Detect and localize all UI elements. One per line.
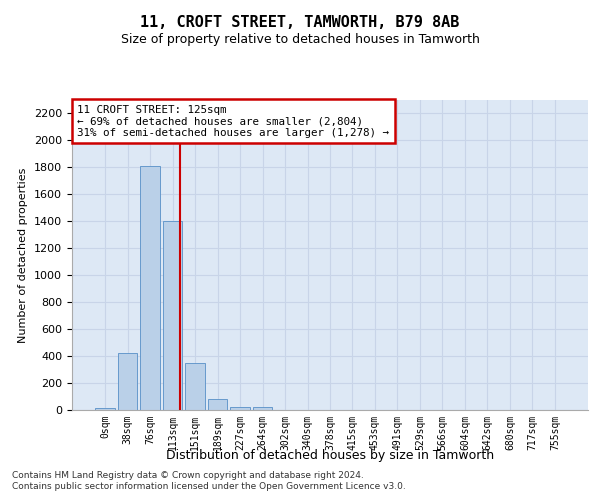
Text: Contains public sector information licensed under the Open Government Licence v3: Contains public sector information licen… bbox=[12, 482, 406, 491]
Y-axis label: Number of detached properties: Number of detached properties bbox=[19, 168, 28, 342]
Text: Distribution of detached houses by size in Tamworth: Distribution of detached houses by size … bbox=[166, 448, 494, 462]
Bar bbox=[140, 166, 160, 410]
Bar bbox=[230, 406, 250, 410]
Bar bbox=[253, 408, 272, 410]
Text: 11 CROFT STREET: 125sqm
← 69% of detached houses are smaller (2,804)
31% of semi: 11 CROFT STREET: 125sqm ← 69% of detache… bbox=[77, 104, 389, 138]
Bar bbox=[95, 408, 115, 410]
Text: Size of property relative to detached houses in Tamworth: Size of property relative to detached ho… bbox=[121, 32, 479, 46]
Bar bbox=[163, 222, 182, 410]
Bar bbox=[185, 363, 205, 410]
Bar bbox=[118, 354, 137, 410]
Bar bbox=[208, 399, 227, 410]
Text: 11, CROFT STREET, TAMWORTH, B79 8AB: 11, CROFT STREET, TAMWORTH, B79 8AB bbox=[140, 15, 460, 30]
Text: Contains HM Land Registry data © Crown copyright and database right 2024.: Contains HM Land Registry data © Crown c… bbox=[12, 470, 364, 480]
